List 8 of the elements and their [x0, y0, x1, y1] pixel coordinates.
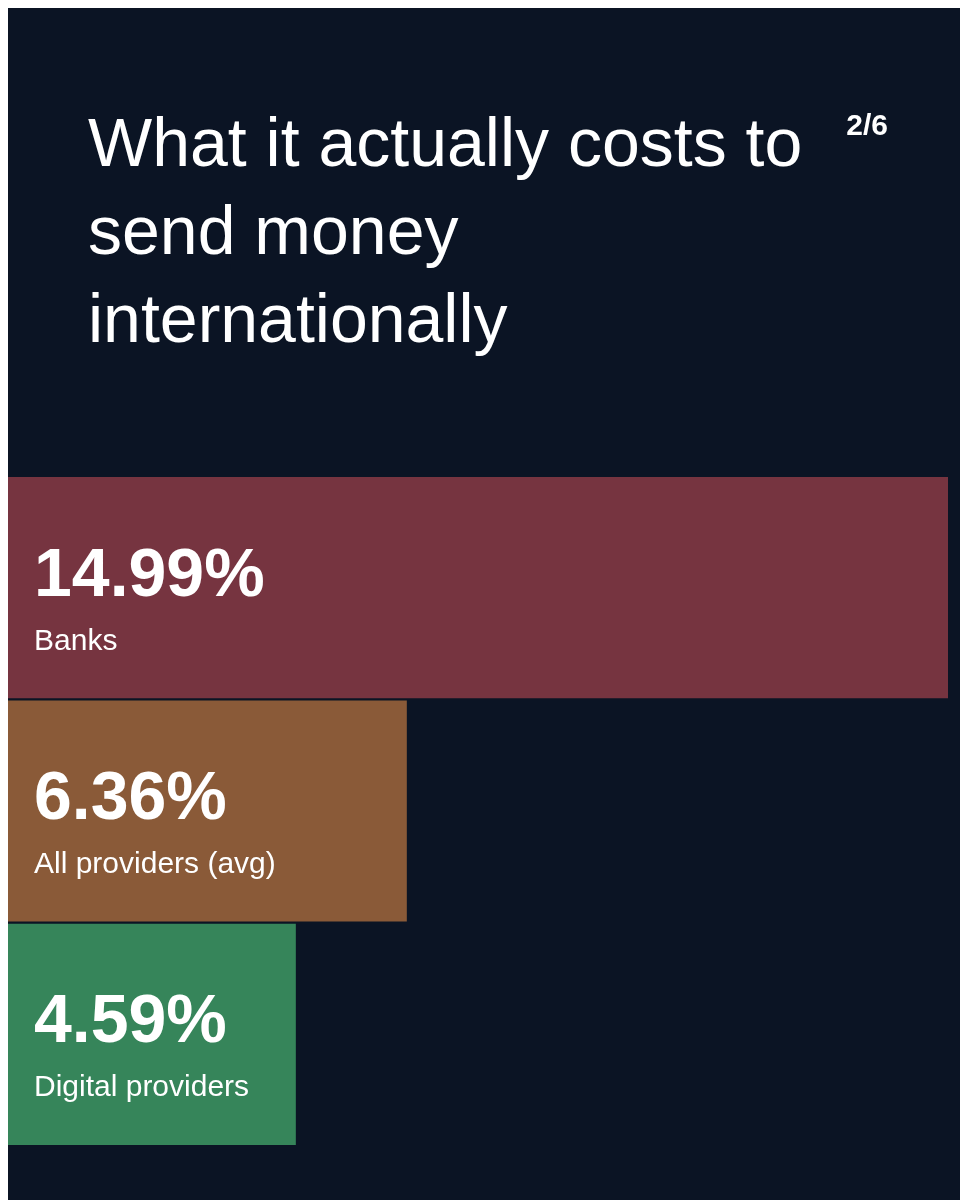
data-label: 14.99% — [34, 533, 265, 610]
text: 2/6 — [846, 108, 888, 142]
y-tick-label: Digital providers — [34, 1069, 250, 1103]
data-label: 4.59% — [34, 980, 227, 1057]
y-tick-label: All providers (avg) — [34, 846, 276, 879]
y-tick-label: Banks — [34, 622, 118, 656]
data-label: 6.36% — [34, 757, 227, 833]
chart-title: What it actually costs to send money internationally — [88, 103, 804, 358]
